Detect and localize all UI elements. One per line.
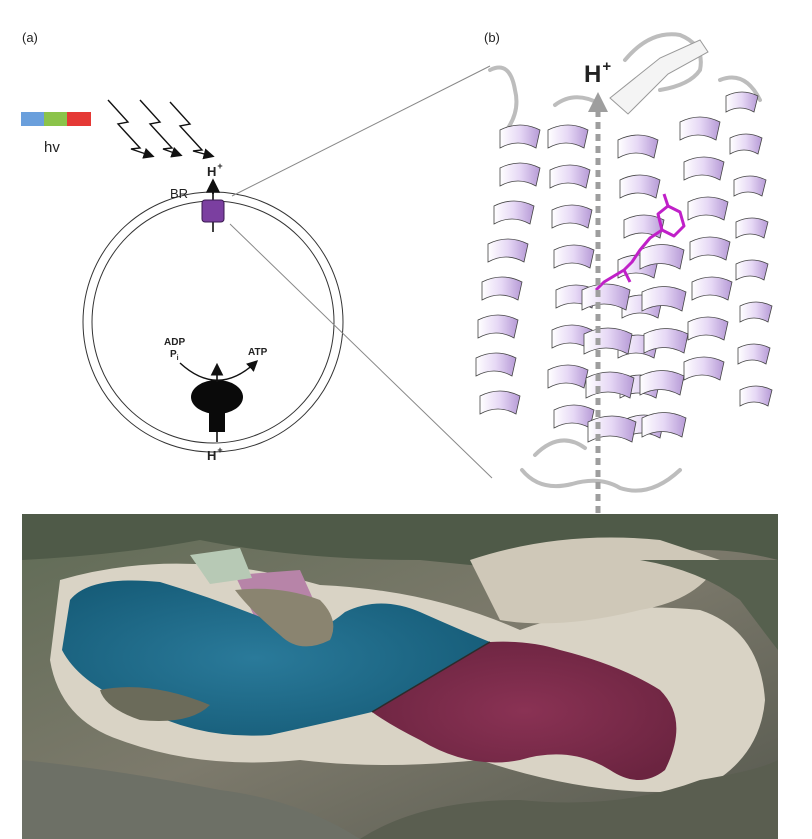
spectrum-blue <box>21 112 44 126</box>
green-salt-pond <box>190 548 252 584</box>
zoom-line-bottom <box>229 223 493 479</box>
proton-out-label: H+ <box>207 161 223 179</box>
spectrum-red <box>67 112 91 126</box>
hv-label: hv <box>44 139 60 156</box>
helix-4 <box>679 116 733 381</box>
island-west <box>100 687 210 721</box>
panel-a-label: (a) <box>22 30 38 45</box>
peninsula <box>235 588 334 647</box>
panel-a: (a) hv BR H+ <box>21 30 493 479</box>
helix-bundle <box>475 91 773 443</box>
photon-arrow-2 <box>139 99 183 158</box>
beta-sheet <box>609 39 709 115</box>
panel-b: (b) <box>475 30 773 515</box>
causeway <box>371 641 491 713</box>
helix-1 <box>475 124 541 415</box>
adp-label: ADP <box>164 337 185 348</box>
proton-in-label: H+ <box>207 445 223 463</box>
city-area <box>22 760 360 839</box>
retinal-chromophore <box>594 193 686 292</box>
photon-arrow-1 <box>107 99 155 159</box>
atp-synthase-stalk <box>209 405 225 432</box>
photon-arrow-3 <box>169 101 215 160</box>
satellite-photo <box>22 514 778 839</box>
protein-loops <box>488 32 762 493</box>
atp-synthase-head <box>191 380 243 414</box>
adp-to-atp-arrow <box>179 360 259 381</box>
atp-synthase <box>179 360 259 442</box>
proton-pathway-arrowhead <box>588 92 608 112</box>
proton-label: H+ <box>584 58 611 88</box>
br-label: BR <box>170 186 188 201</box>
zoom-line-top <box>231 65 491 197</box>
salt-flats-upper-right <box>470 537 720 624</box>
helix-5 <box>725 91 773 407</box>
hills-bottom-right <box>360 760 778 839</box>
panel-b-label: (b) <box>484 30 500 45</box>
atp-label: ATP <box>248 347 268 358</box>
spectrum-green <box>44 112 67 126</box>
mountains-top <box>22 514 778 570</box>
helix-6 <box>581 283 637 443</box>
red-lake <box>372 641 677 780</box>
pi-label: Pi <box>170 349 179 362</box>
light-spectrum-bar <box>21 112 91 126</box>
helix-7 <box>639 244 689 438</box>
photon-arrows <box>107 99 215 160</box>
mountains-right <box>640 560 778 650</box>
br-protein <box>201 199 225 223</box>
